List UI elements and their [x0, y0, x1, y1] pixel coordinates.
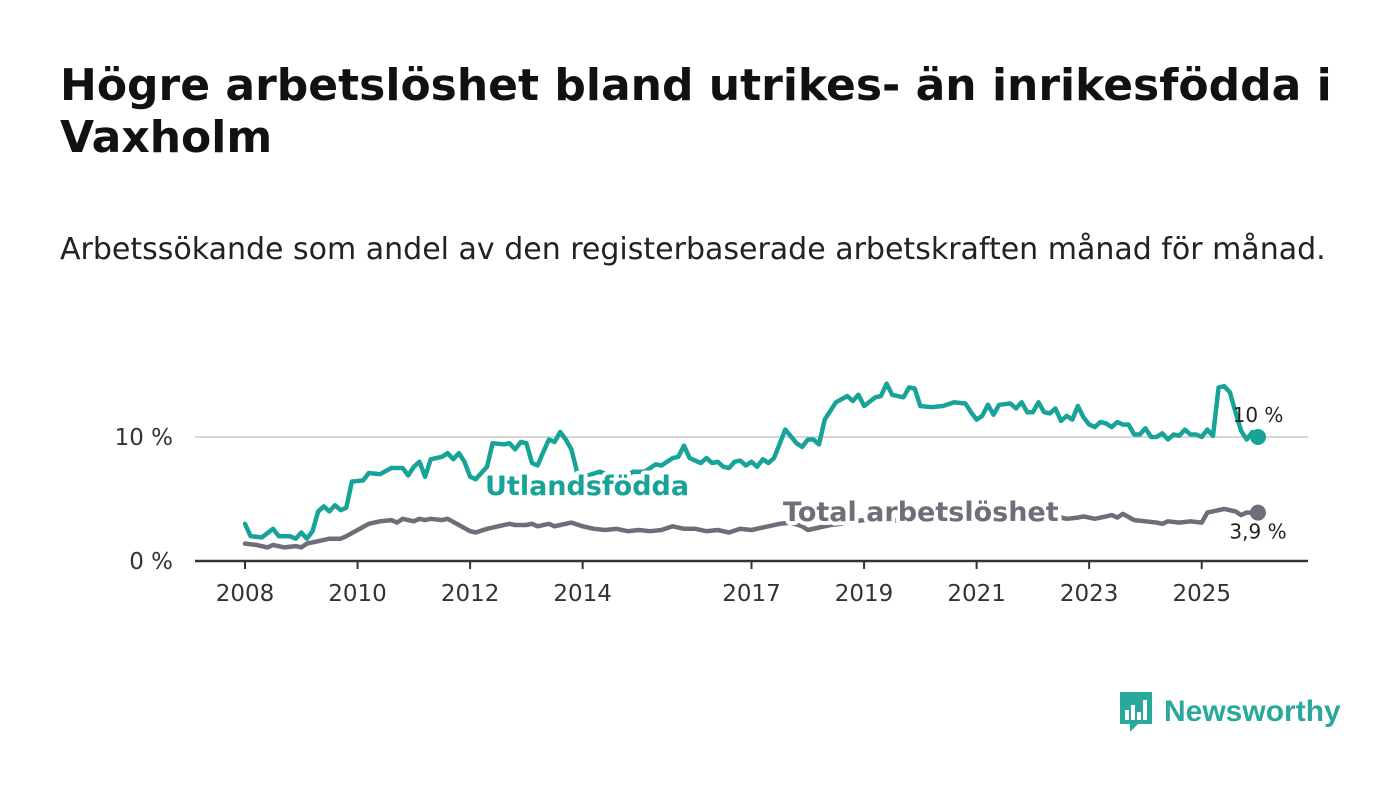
x-tick-label: 2019 [835, 581, 894, 607]
brand-name: Newsworthy [1164, 695, 1341, 728]
newsworthy-logo-icon [1120, 692, 1152, 732]
series-end-marker-0 [1250, 429, 1266, 445]
end-value-label-total: 3,9 % [1229, 520, 1286, 544]
chart-subtitle: Arbetssökande som andel av den registerb… [60, 232, 1326, 267]
x-tick-label: 2025 [1172, 581, 1231, 607]
y-tick-label: 0 % [129, 549, 173, 575]
series-label-total: Total arbetslöshet [783, 497, 1059, 528]
x-tick-label: 2023 [1060, 581, 1119, 607]
series-end-marker-1 [1250, 504, 1266, 521]
x-tick-label: 2014 [553, 581, 612, 607]
end-value-label-utlandsfodda: 10 % [1233, 403, 1284, 427]
x-tick-label: 2008 [216, 581, 275, 607]
chart-title: Högre arbetslöshet bland utrikes- än inr… [60, 60, 1332, 163]
x-tick-label: 2017 [722, 581, 781, 607]
series-line-0 [242, 381, 1261, 541]
x-tick-label: 2021 [947, 581, 1006, 607]
series-line-1 [242, 502, 1261, 550]
newsworthy-logo: Newsworthy [1118, 690, 1341, 734]
x-tick-label: 2010 [328, 581, 387, 607]
series-label-utlandsfodda: Utlandsfödda [485, 471, 689, 502]
y-tick-label: 10 % [115, 425, 173, 451]
x-tick-label: 2012 [441, 581, 500, 607]
